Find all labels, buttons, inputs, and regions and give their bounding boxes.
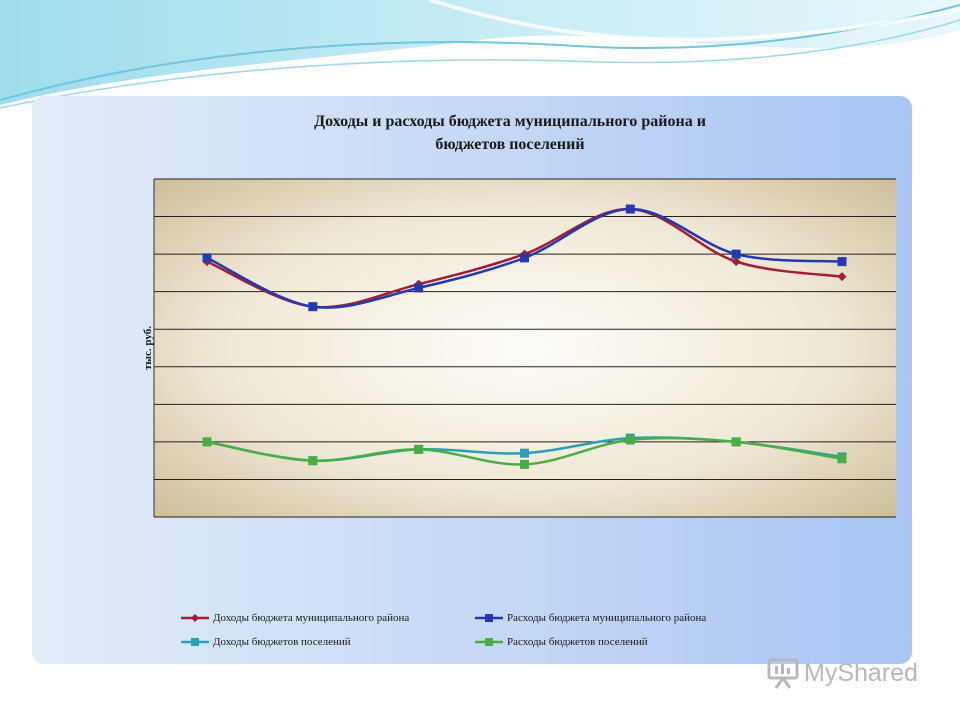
- series-2-point-2: [308, 302, 318, 312]
- series-4-point-3: [414, 444, 424, 454]
- series-2-point-4: [520, 253, 529, 263]
- legend-marker-2: [475, 614, 503, 622]
- series-3-point-4: [520, 448, 529, 458]
- legend-marker-3: [181, 638, 209, 646]
- legend-marker-4: [475, 638, 503, 646]
- chart-title-line-2: бюджетов поселений: [435, 136, 585, 153]
- series-4-point-7: [837, 454, 847, 464]
- legend-item-1: Доходы бюджета муниципального района: [180, 612, 409, 624]
- legend-item-4: Расходы бюджетов поселений: [474, 636, 648, 648]
- y-axis-label: тыс. руб.: [142, 326, 154, 370]
- series-2-point-3: [414, 283, 424, 293]
- series-4-point-5: [625, 435, 635, 445]
- legend-label-2: Расходы бюджета муниципального района: [507, 612, 707, 624]
- legend-label-3: Доходы бюджетов поселений: [213, 636, 351, 648]
- legend: Доходы бюджета муниципального района Рас…: [180, 612, 820, 656]
- legend-item-2: Расходы бюджета муниципального района: [474, 612, 706, 624]
- legend-marker-1: [181, 614, 209, 622]
- watermark-logo: MyShared: [766, 656, 918, 690]
- legend-item-3: Доходы бюджетов поселений: [180, 636, 351, 648]
- series-4-point-6: [731, 437, 741, 447]
- series-4-point-4: [520, 459, 529, 469]
- legend-label-1: Доходы бюджета муниципального района: [213, 612, 410, 624]
- series-2-point-6: [731, 249, 741, 259]
- watermark-text: MyShared: [804, 658, 918, 687]
- series-4-point-2: [308, 456, 318, 466]
- series-2-point-7: [837, 257, 847, 267]
- series-1-point-6: [731, 257, 741, 267]
- series-1-point-7: [837, 272, 847, 282]
- presentation-icon: [767, 658, 799, 689]
- legend-label-4: Расходы бюджетов поселений: [507, 636, 648, 648]
- series-4-point-1: [202, 437, 212, 447]
- series-2-point-5: [625, 204, 635, 214]
- chart-title: Доходы и расходы бюджета муниципального …: [0, 110, 960, 156]
- series-2-point-1: [202, 253, 212, 263]
- chart-title-line-1: Доходы и расходы бюджета муниципального …: [314, 113, 706, 130]
